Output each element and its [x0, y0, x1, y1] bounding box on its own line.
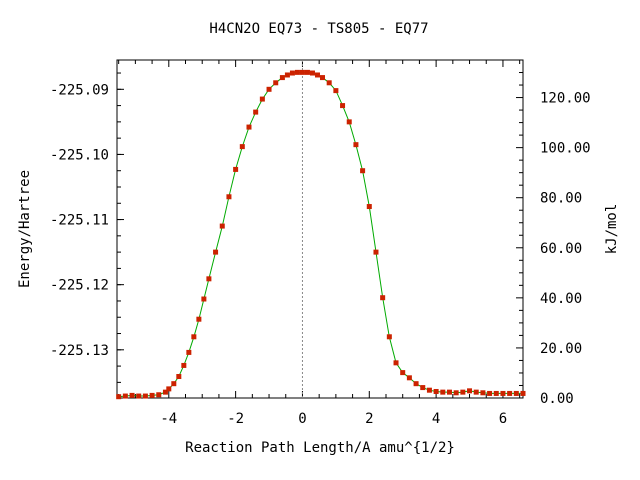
data-point [360, 168, 366, 174]
y-tick-label: -225.09 [50, 82, 109, 98]
data-point [366, 204, 372, 210]
data-point [513, 390, 519, 396]
y-tick-label: -225.13 [50, 343, 109, 359]
data-point [346, 119, 352, 125]
y2-tick-label: 40.00 [540, 291, 582, 307]
series-line [118, 71, 523, 398]
data-point [320, 75, 326, 81]
data-point [253, 109, 259, 115]
data-point [493, 390, 499, 396]
data-point [233, 166, 239, 172]
data-point [326, 80, 332, 86]
data-point [373, 249, 379, 255]
tick-layer: -4 -2 0 2 4 6 -225.09 -225.10 -225.11 -225.12 -225… [50, 59, 591, 427]
data-point [500, 390, 506, 396]
y2-tick-label: 60.00 [540, 241, 582, 257]
data-point [279, 75, 285, 81]
data-point [314, 72, 320, 78]
data-point [239, 144, 245, 150]
data-point [226, 194, 232, 200]
data-point [433, 388, 439, 394]
data-point [166, 386, 172, 392]
data-point [186, 349, 192, 355]
y2-axis-label: kJ/mol [604, 204, 620, 255]
data-point [340, 103, 346, 109]
data-point [289, 70, 295, 76]
data-point [201, 296, 207, 302]
data-point [181, 362, 187, 368]
x-axis-label: Reaction Path Length/A amu^{1/2} [185, 440, 455, 456]
data-point [487, 390, 493, 396]
data-point [162, 389, 168, 395]
data-point [380, 295, 386, 301]
x-tick-label: 2 [365, 411, 373, 427]
x-tick-label: 0 [298, 411, 306, 427]
data-point [400, 370, 406, 376]
data-point [393, 360, 399, 366]
data-point [219, 223, 225, 229]
series-layer [116, 69, 526, 400]
data-point [446, 389, 452, 395]
data-point [136, 393, 142, 399]
data-point [406, 375, 412, 381]
data-point [213, 249, 219, 255]
data-point [294, 69, 300, 75]
data-point [353, 142, 359, 148]
data-point [176, 374, 182, 380]
data-point [284, 72, 290, 78]
data-point [191, 334, 197, 340]
data-point [420, 385, 426, 391]
data-point [507, 390, 513, 396]
y2-tick-label: 80.00 [540, 191, 582, 207]
data-point [266, 86, 272, 92]
y-axis-label: Energy/Hartree [17, 170, 33, 288]
data-point [309, 70, 315, 76]
x-tick-label: -4 [160, 411, 177, 427]
data-point [413, 381, 419, 387]
data-point [333, 88, 339, 94]
data-point [142, 393, 148, 399]
data-point [273, 80, 279, 86]
data-point [246, 124, 252, 130]
data-point [460, 389, 466, 395]
data-point [386, 334, 392, 340]
y2-tick-label: 20.00 [540, 341, 582, 357]
data-point [149, 392, 155, 398]
data-point [129, 392, 135, 398]
y2-tick-label: 100.00 [540, 141, 591, 157]
y-tick-label: -225.10 [50, 147, 109, 163]
data-point [116, 394, 122, 400]
data-point [156, 392, 162, 398]
data-point [453, 390, 459, 396]
chart-title: H4CN2O EQ73 - TS805 - EQ77 [209, 21, 428, 37]
y-tick-label: -225.12 [50, 278, 109, 294]
data-point [299, 69, 305, 75]
data-point [467, 388, 473, 394]
plot-frame [116, 59, 524, 399]
data-point [520, 390, 526, 396]
data-point [196, 316, 202, 322]
y2-tick-label: 0.00 [540, 391, 574, 407]
data-point [426, 387, 432, 393]
x-tick-label: 4 [432, 411, 440, 427]
data-point [206, 276, 212, 282]
x-tick-label: 6 [499, 411, 507, 427]
data-point [171, 381, 177, 387]
data-point [473, 389, 479, 395]
y2-tick-label: 120.00 [540, 91, 591, 107]
data-point [480, 390, 486, 396]
data-point [440, 389, 446, 395]
data-point [259, 96, 265, 102]
data-point [304, 69, 310, 75]
data-point [122, 393, 128, 399]
x-tick-label: -2 [227, 411, 244, 427]
y-tick-label: -225.11 [50, 213, 109, 229]
